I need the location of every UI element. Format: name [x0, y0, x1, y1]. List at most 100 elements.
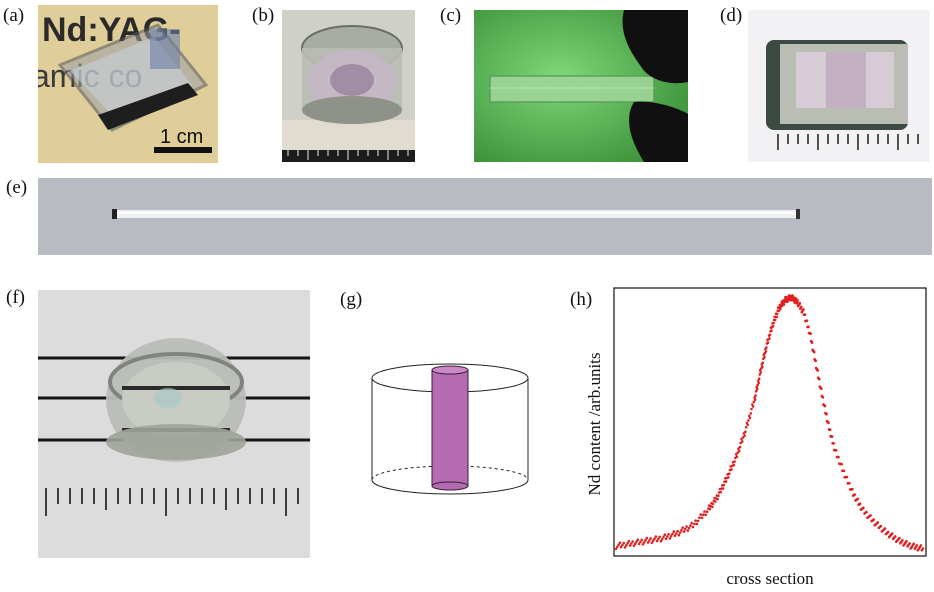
chart-point [752, 400, 756, 404]
chart-point [714, 500, 717, 503]
chart-point [621, 543, 624, 547]
chart-point [747, 414, 751, 418]
chart-point [771, 324, 775, 328]
chart-point [763, 355, 766, 359]
chart-point [737, 447, 740, 450]
chart-point [754, 390, 758, 393]
chart-point [691, 525, 695, 529]
chart-point [828, 428, 832, 431]
chart-point [682, 530, 686, 533]
chart-point [658, 535, 661, 539]
chart-point [739, 441, 742, 445]
photo-a-scale-bar [154, 147, 212, 153]
chart-point [872, 518, 875, 521]
chart-point [730, 468, 733, 471]
chart-point [625, 544, 628, 547]
chart-point [782, 303, 786, 306]
chart-point [623, 546, 627, 549]
chart-point [865, 510, 868, 514]
chart-xlabel: cross section [726, 569, 814, 588]
chart-point [684, 527, 687, 531]
chart-point [837, 455, 840, 459]
chart-point [834, 449, 838, 452]
panel-label-h: (h) [570, 289, 593, 310]
chart-point [614, 547, 618, 551]
chart-point [644, 538, 647, 542]
chart-point [853, 493, 856, 496]
chart-point [761, 365, 764, 369]
panel-label-c: (c) [440, 5, 462, 26]
chart-point [825, 412, 828, 416]
chart-point [794, 297, 798, 300]
chart-point [792, 296, 796, 299]
chart-point [732, 463, 736, 467]
chart-point [740, 437, 743, 441]
chart-point [886, 530, 890, 534]
chart-point [751, 405, 755, 408]
chart-point [660, 537, 664, 541]
chart-point [675, 532, 678, 535]
chart-point [678, 531, 682, 534]
chart-point [681, 526, 684, 529]
chart-point [869, 514, 872, 517]
chart-point [756, 383, 759, 387]
chart-point [755, 385, 758, 389]
chart-point [786, 300, 789, 303]
chart-point [686, 529, 690, 532]
chart-point [639, 540, 642, 544]
chart-point [746, 423, 749, 427]
chart-point [764, 350, 768, 353]
chart-point [742, 432, 746, 435]
chart-point [744, 430, 747, 434]
chart-point [669, 534, 673, 538]
chart-point [814, 359, 817, 363]
chart-point [757, 381, 760, 385]
chart-point [890, 532, 894, 535]
chart-point [617, 543, 620, 547]
chart-point [908, 542, 911, 545]
chart-point [812, 350, 816, 354]
chart-point [696, 519, 700, 523]
chart-point [768, 337, 771, 340]
chart-point [702, 513, 705, 516]
chart-ylabel: Nd content /arb.units [585, 352, 604, 495]
chart-point [632, 544, 636, 548]
chart-point [689, 524, 692, 527]
chart-point [694, 519, 697, 522]
chart-point [743, 434, 746, 438]
chart-point [805, 319, 809, 322]
chart-point [645, 536, 649, 540]
chart-point [642, 541, 646, 544]
chart-point [703, 510, 706, 513]
chart-point [791, 294, 794, 297]
chart-point [630, 542, 633, 545]
chart-point [915, 544, 919, 547]
chart-point [662, 535, 665, 539]
chart-point [738, 445, 742, 449]
chart-point [717, 494, 720, 497]
chart-point [744, 426, 748, 429]
chart-point [677, 533, 681, 537]
panel-label-d: (d) [720, 5, 743, 26]
panel-label-f: (f) [6, 287, 25, 308]
chart-point [821, 396, 825, 399]
chart-point [666, 535, 669, 538]
chart-point [671, 532, 674, 536]
chart-point [894, 535, 897, 538]
photo-c-ceramic-rod [474, 10, 688, 162]
photo-f-disk-on-ruler [38, 290, 310, 558]
chart-point [759, 371, 763, 374]
chart-point [810, 341, 814, 344]
chart-point [912, 542, 915, 546]
chart-point [650, 541, 654, 545]
chart-point [673, 534, 677, 537]
chart-point [649, 537, 652, 540]
chart-point [687, 526, 691, 530]
chart-point [775, 315, 778, 319]
chart-point [879, 524, 883, 528]
chart-point [876, 521, 880, 524]
photo-d-composite-slab [748, 10, 930, 162]
chart-point [830, 435, 834, 438]
chart-point [734, 453, 738, 456]
chart-point [663, 533, 667, 536]
